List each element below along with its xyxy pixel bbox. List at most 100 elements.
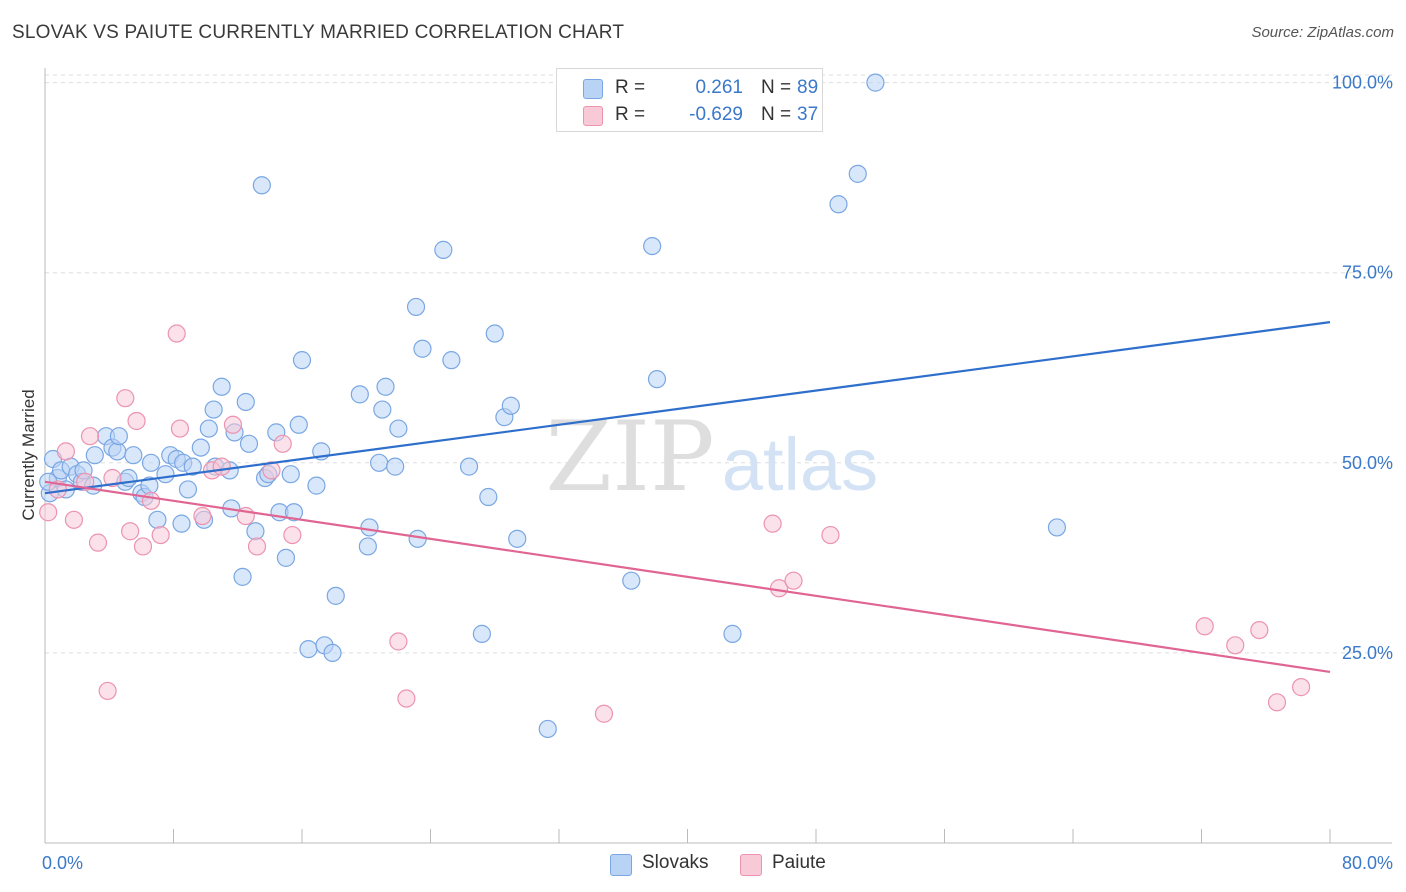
slovaks-point <box>236 392 255 412</box>
data-points <box>39 73 1311 739</box>
paiute-point <box>247 537 267 556</box>
slovaks-point <box>485 324 504 343</box>
slovaks-point <box>109 427 128 446</box>
slovaks-point <box>829 195 848 214</box>
slovaks-point <box>622 571 641 590</box>
slovaks-point <box>442 351 461 370</box>
slovaks-point <box>124 446 143 465</box>
paiute-point <box>170 419 190 438</box>
slovaks-point <box>141 453 161 472</box>
correlation-legend: R = 0.261 N = 89 R = -0.629 N = 37 <box>556 68 823 132</box>
paiute-swatch <box>583 106 603 126</box>
slovaks-legend-label: Slovaks <box>642 852 709 873</box>
paiute-point <box>64 510 84 529</box>
paiute-trend-line <box>44 480 1331 673</box>
y-tick-label: 50.0% <box>1342 453 1393 473</box>
tick-labels: 25.0% 50.0% 75.0% 100.0% 0.0% 80.0% <box>42 73 1393 873</box>
paiute-point <box>821 525 840 545</box>
paiute-point <box>193 506 212 526</box>
watermark-zip: ZIP <box>545 401 714 513</box>
slovaks-point <box>1047 518 1067 537</box>
slovaks-point <box>848 164 867 183</box>
watermark: ZIP atlas <box>545 401 878 513</box>
r-value: 0.261 <box>695 77 743 98</box>
slovaks-point <box>434 240 453 259</box>
slovaks-point <box>299 639 318 659</box>
slovaks-point <box>183 457 202 476</box>
slovaks-point <box>156 465 175 484</box>
slovaks-point <box>501 396 520 415</box>
paiute-point <box>784 571 803 590</box>
slovaks-point <box>239 434 259 453</box>
slovaks-point <box>350 385 369 404</box>
paiute-point <box>1291 678 1311 697</box>
paiute-point <box>1267 693 1287 712</box>
paiute-point <box>151 525 170 545</box>
slovaks-point <box>866 73 885 92</box>
r-value: -0.629 <box>689 104 743 125</box>
grid-lines <box>45 74 1392 654</box>
slovaks-point <box>178 480 198 499</box>
slovaks-point <box>386 457 405 476</box>
slovaks-trend-line <box>44 321 1331 495</box>
paiute-point <box>167 324 186 343</box>
slovaks-point <box>204 400 223 419</box>
n-label: N = <box>761 104 792 125</box>
n-value: 89 <box>797 77 819 98</box>
slovaks-point <box>376 377 395 396</box>
paiute-point <box>1226 636 1245 655</box>
paiute-point <box>763 514 782 533</box>
paiute-point <box>594 704 614 723</box>
slovaks-point <box>508 529 527 548</box>
paiute-point <box>1250 620 1269 640</box>
slovaks-point <box>281 465 300 484</box>
slovaks-point <box>172 514 191 533</box>
slovaks-point <box>292 351 312 370</box>
slovaks-point <box>326 586 345 605</box>
paiute-point <box>98 681 117 701</box>
x-tick-label: 0.0% <box>42 853 83 873</box>
slovaks-point <box>276 548 296 567</box>
paiute-point <box>273 434 292 453</box>
source-label: Source: ZipAtlas.com <box>1251 24 1394 41</box>
paiute-point <box>389 632 408 651</box>
paiute-point <box>88 533 108 552</box>
trend-lines <box>44 321 1331 673</box>
slovaks-point <box>643 236 662 256</box>
watermark-atlas: atlas <box>722 423 878 506</box>
slovaks-swatch <box>583 79 603 99</box>
slovaks-point <box>252 176 271 195</box>
slovaks-point <box>358 537 377 556</box>
y-tick-label: 75.0% <box>1342 263 1393 283</box>
paiute-point <box>121 522 140 541</box>
slovaks-point <box>289 415 308 434</box>
slovaks-point <box>370 453 389 472</box>
slovaks-point <box>233 567 252 586</box>
y-tick-label: 25.0% <box>1342 643 1393 663</box>
slovaks-point <box>148 510 167 529</box>
slovaks-point <box>647 370 667 389</box>
slovaks-point <box>212 377 231 396</box>
paiute-legend-swatch <box>740 854 762 876</box>
paiute-point <box>39 503 58 522</box>
slovaks-point <box>323 643 342 663</box>
slovaks-point <box>723 624 742 643</box>
paiute-point <box>80 427 100 446</box>
paiute-legend-label: Paiute <box>772 852 826 873</box>
paiute-point <box>283 525 302 545</box>
paiute-point <box>133 537 153 556</box>
paiute-point <box>223 415 243 434</box>
x-tick-label: 80.0% <box>1342 853 1393 873</box>
slovaks-point <box>246 522 265 541</box>
r-label: R = <box>615 77 646 98</box>
paiute-point <box>141 491 161 510</box>
slovaks-point <box>199 419 218 438</box>
slovaks-point <box>413 339 432 358</box>
slovaks-point <box>472 624 491 643</box>
chart-title: SLOVAK VS PAIUTE CURRENTLY MARRIED CORRE… <box>12 22 625 43</box>
slovaks-point <box>360 518 379 537</box>
slovaks-point <box>479 487 498 507</box>
slovaks-point <box>406 297 426 317</box>
n-value: 37 <box>797 104 819 125</box>
slovaks-point <box>389 419 408 438</box>
